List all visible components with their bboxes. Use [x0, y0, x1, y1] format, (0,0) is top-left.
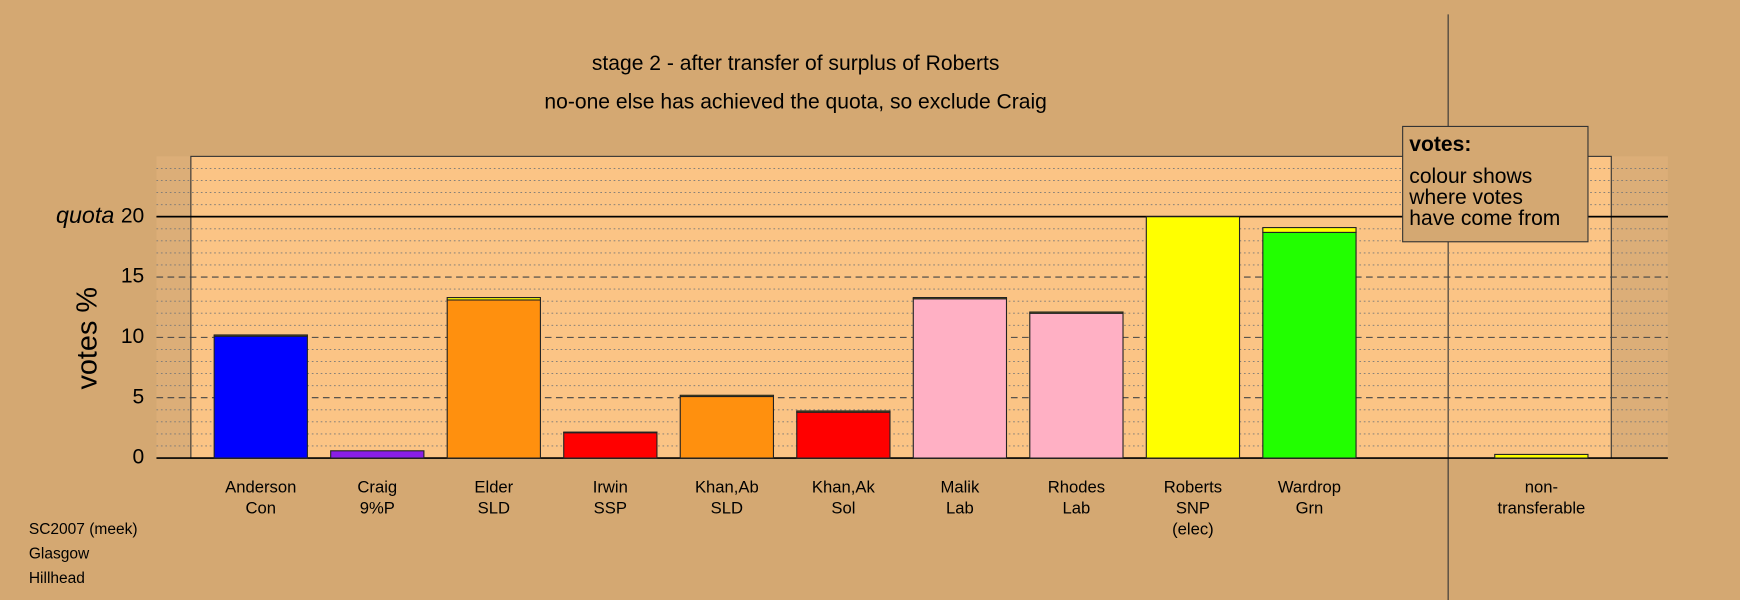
x-tick-label: Elder [474, 477, 513, 496]
legend-box [1402, 125, 1589, 243]
legend-text: colour shows [1409, 165, 1532, 188]
x-tick-label: Malik [940, 477, 979, 496]
bar-segment [796, 410, 891, 413]
footer: SC2007 (meek) [29, 521, 138, 538]
x-tick-label: Lab [946, 498, 974, 517]
bar-segment [1494, 453, 1589, 459]
bar-segment [1029, 312, 1124, 459]
bar-segment [796, 411, 891, 459]
x-tick-label: Con [246, 498, 277, 517]
x-tick-label: 9%P [360, 498, 395, 517]
y-tick-label: 10 [121, 325, 144, 348]
quota-label: quota [56, 202, 114, 228]
x-tick-label: Anderson [225, 477, 296, 496]
chart-title: stage 2 - after transfer of surplus of R… [592, 52, 1000, 75]
y-tick-label: 20 [121, 204, 144, 227]
x-tick-label: non- [1525, 477, 1558, 496]
x-tick-label: Irwin [593, 477, 628, 496]
x-tick-label: Sol [831, 498, 855, 517]
x-tick-label: Craig [357, 477, 397, 496]
bar-segment [213, 335, 308, 459]
x-tick-label: Wardrop [1278, 477, 1341, 496]
legend-title: votes: [1409, 133, 1471, 156]
bar-segment [446, 299, 541, 459]
x-tick-label: transferable [1497, 498, 1585, 517]
x-tick-label: Rhodes [1048, 477, 1105, 496]
chart-subtitle: no-one else has achieved the quota, so e… [544, 91, 1046, 114]
x-tick-label: Grn [1296, 498, 1324, 517]
bar-segment [912, 297, 1008, 300]
bar-segment [912, 298, 1008, 459]
bar-segment [1262, 227, 1357, 233]
bar-segment [213, 334, 308, 337]
y-tick-label: 5 [133, 385, 145, 408]
x-tick-label: Khan,Ak [812, 477, 876, 496]
y-axis-label: votes % [71, 287, 103, 390]
bar-segment [679, 395, 775, 459]
y-tick-label: 0 [133, 446, 145, 469]
x-tick-label: SLD [711, 498, 743, 517]
footer: Hillhead [29, 570, 85, 587]
legend-text: have come from [1409, 207, 1560, 230]
bar-segment [330, 450, 425, 459]
legend-text: where votes [1408, 186, 1523, 209]
bar-segment [679, 394, 775, 398]
bar-segment [1145, 216, 1241, 459]
bar-segment [563, 432, 658, 459]
bar-segment [1262, 231, 1357, 459]
x-tick-label: (elec) [1172, 520, 1214, 539]
footer: Glasgow [29, 546, 90, 563]
bar-segment [1029, 311, 1124, 314]
x-tick-label: Roberts [1164, 477, 1222, 496]
x-tick-label: Khan,Ab [695, 477, 759, 496]
bar-segment [446, 297, 541, 301]
plot-area [190, 155, 1612, 459]
x-tick-label: SLD [478, 498, 510, 517]
y-tick-label: 15 [121, 265, 144, 288]
bar-segment [563, 431, 658, 434]
x-tick-label: Lab [1063, 498, 1091, 517]
x-tick-label: SSP [594, 498, 627, 517]
x-tick-label: SNP [1176, 498, 1210, 517]
